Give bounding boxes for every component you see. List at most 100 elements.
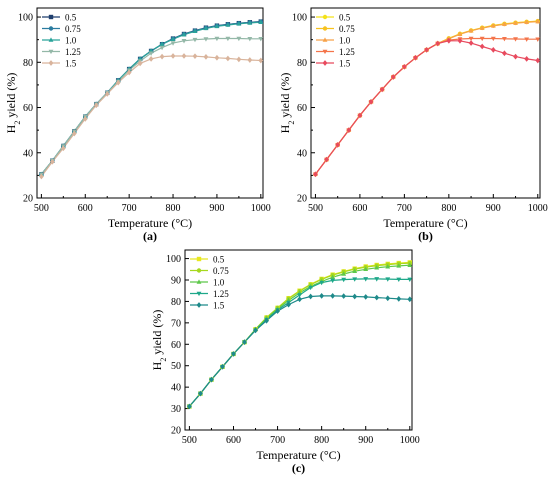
y-tick-label: 50 xyxy=(171,361,181,372)
y-tick-label: 60 xyxy=(23,103,33,114)
x-axis-label: Temperature (°C) xyxy=(383,216,467,230)
data-point xyxy=(159,41,165,46)
data-point xyxy=(479,25,485,30)
data-point xyxy=(308,293,314,300)
y-tick-label: 60 xyxy=(297,103,307,114)
data-point xyxy=(457,31,463,36)
data-point xyxy=(71,130,77,137)
y-tick-label: 90 xyxy=(171,276,181,287)
data-point xyxy=(196,291,202,297)
plot-frame xyxy=(310,7,541,199)
data-point xyxy=(198,390,203,397)
data-point xyxy=(424,46,430,53)
data-point xyxy=(220,363,225,370)
y-tick-label: 20 xyxy=(171,426,181,437)
data-point xyxy=(346,127,352,134)
legend-label: 1.5 xyxy=(213,301,225,311)
data-point xyxy=(330,292,336,299)
data-point xyxy=(192,53,198,60)
data-point xyxy=(479,36,485,42)
legend-label: 1.0 xyxy=(65,36,77,46)
data-point xyxy=(170,41,176,46)
x-tick-label: 900 xyxy=(358,435,373,446)
data-point xyxy=(297,293,303,298)
data-point xyxy=(247,37,253,42)
data-point xyxy=(203,53,209,60)
data-point xyxy=(385,264,391,269)
data-point xyxy=(457,37,463,44)
y-tick-label: 100 xyxy=(166,254,181,265)
legend-label: 1.5 xyxy=(339,59,351,69)
data-point xyxy=(258,37,264,42)
x-tick-label: 700 xyxy=(397,203,412,214)
data-point xyxy=(159,53,165,60)
y-tick-label: 60 xyxy=(171,340,181,351)
data-point xyxy=(535,37,541,42)
x-tick-label: 800 xyxy=(166,203,181,214)
data-point xyxy=(322,14,328,20)
x-tick-label: 700 xyxy=(270,435,285,446)
x-tick-label: 500 xyxy=(34,203,49,214)
x-axis-label: Temperature (°C) xyxy=(256,448,340,462)
data-point xyxy=(435,40,441,47)
series-markers-1.5 xyxy=(313,37,541,178)
data-point xyxy=(203,37,209,42)
data-point xyxy=(48,14,54,20)
data-point xyxy=(214,54,220,61)
data-point xyxy=(352,277,358,282)
data-point xyxy=(322,26,328,31)
data-point xyxy=(490,46,496,53)
data-point xyxy=(192,28,198,34)
data-point xyxy=(236,21,242,26)
legend-label: 1.5 xyxy=(65,59,77,69)
y-tick-label: 20 xyxy=(23,194,33,205)
data-point xyxy=(396,295,402,302)
data-point xyxy=(203,25,209,31)
chart-panel-2: 500 600 700 800 900 1000 20 40 60 80 100 Temperatur… xyxy=(278,7,548,243)
data-point xyxy=(385,295,391,302)
data-point xyxy=(396,263,402,268)
legend-label: 0.5 xyxy=(213,255,225,265)
data-point xyxy=(231,351,236,357)
data-point xyxy=(322,49,328,55)
legend-label: 1.0 xyxy=(339,36,351,46)
data-point xyxy=(468,36,474,42)
data-point xyxy=(209,376,214,383)
data-point xyxy=(401,63,407,70)
data-point xyxy=(196,279,202,284)
data-point xyxy=(225,55,231,62)
data-point xyxy=(196,256,202,262)
y-axis-label: H2 yield (%) xyxy=(150,310,168,371)
data-point xyxy=(38,173,44,180)
data-point xyxy=(341,271,347,276)
y-tick-label: 80 xyxy=(297,58,307,69)
data-point xyxy=(319,292,325,299)
data-point xyxy=(126,69,132,76)
x-tick-label: 1000 xyxy=(400,435,420,446)
y-tick-label: 80 xyxy=(171,297,181,308)
data-point xyxy=(413,54,418,61)
data-point xyxy=(535,57,541,64)
data-point xyxy=(181,32,187,37)
data-point xyxy=(407,277,413,282)
data-point xyxy=(374,277,380,282)
data-point xyxy=(93,102,99,109)
data-point xyxy=(137,60,143,67)
data-point xyxy=(385,277,391,282)
series-markers-1.5 xyxy=(38,53,264,180)
data-point xyxy=(352,293,358,300)
data-point xyxy=(535,18,541,24)
data-point xyxy=(341,277,347,283)
data-point xyxy=(513,37,518,42)
plot-frame xyxy=(36,7,264,199)
data-point xyxy=(104,91,110,97)
data-point xyxy=(524,19,530,25)
data-point xyxy=(330,274,336,279)
x-tick-label: 800 xyxy=(314,435,329,446)
data-point xyxy=(49,158,55,165)
x-tick-label: 800 xyxy=(441,203,456,214)
legend: 0.50.75 1.01.25 1.5 xyxy=(42,13,81,69)
data-point xyxy=(148,51,154,56)
data-point xyxy=(214,23,220,29)
data-point xyxy=(247,20,253,25)
